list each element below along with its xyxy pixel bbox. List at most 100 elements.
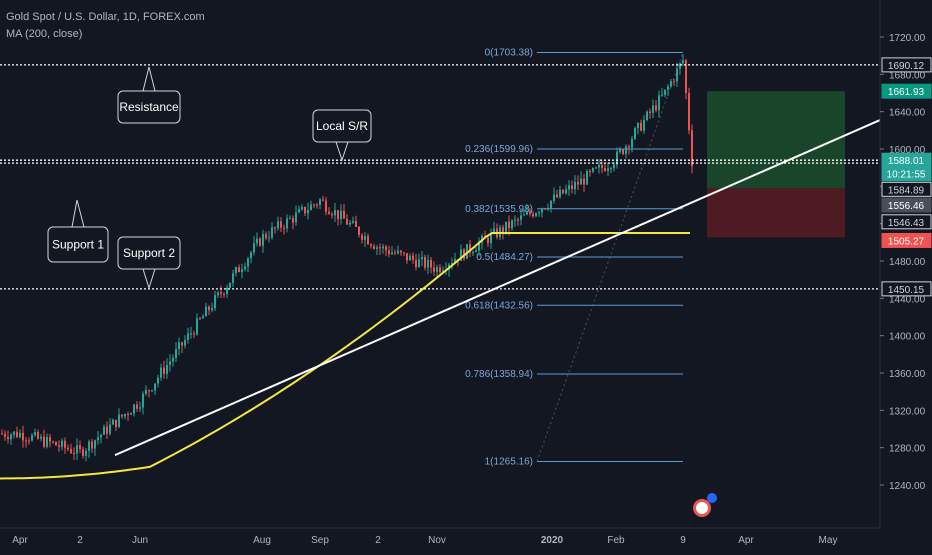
candle: [604, 162, 606, 173]
candle: [76, 438, 78, 460]
candle: [262, 229, 264, 253]
candle: [277, 216, 279, 231]
fib-level-label: 0.786(1358.94): [465, 369, 533, 380]
candle: [94, 439, 96, 456]
candle: [385, 244, 387, 257]
price-tick-label: 1280.00: [889, 444, 926, 455]
candle: [163, 360, 165, 379]
candle: [58, 440, 60, 452]
candle: [346, 214, 348, 226]
fib-level-label: 0.618(1432.56): [465, 300, 533, 311]
candle: [19, 429, 21, 439]
candle: [655, 100, 657, 113]
candle: [472, 250, 474, 257]
candle: [397, 245, 399, 255]
candle: [547, 203, 549, 212]
price-tick-label: 1320.00: [889, 406, 926, 417]
price-tick-label: 1720.00: [889, 33, 926, 44]
candle: [247, 256, 249, 273]
candle: [370, 243, 372, 249]
candle: [403, 251, 405, 257]
candle: [109, 418, 111, 436]
candle: [520, 209, 522, 226]
candle: [361, 233, 363, 244]
candle: [478, 237, 480, 256]
fibonacci-retracement: 0(1703.38) 0.236(1599.96) 0.382(1535.98) 0.…: [465, 48, 683, 468]
ma-200-line: [0, 232, 690, 480]
candle: [559, 185, 561, 199]
candle: [631, 135, 633, 153]
candle: [256, 232, 258, 247]
candle: [118, 408, 120, 429]
candle: [100, 433, 102, 444]
candle: [376, 245, 378, 255]
candle: [103, 424, 105, 435]
candle: [688, 87, 690, 135]
price-tag-label: 1588.01: [888, 156, 925, 167]
candle: [358, 226, 360, 238]
chart-title: Gold Spot / U.S. Dollar, 1D, FOREX.com: [6, 11, 205, 23]
fib-level-label: 0.236(1599.96): [465, 144, 533, 155]
time-axis: [0, 528, 932, 550]
candle: [259, 236, 261, 247]
candle: [388, 245, 390, 258]
candle: [619, 146, 621, 154]
candle: [142, 391, 144, 415]
candle: [685, 58, 687, 100]
candle: [382, 243, 384, 254]
candle: [538, 210, 540, 217]
candle: [148, 389, 150, 398]
candle: [658, 90, 660, 118]
candle: [415, 253, 417, 271]
candle: [274, 226, 276, 234]
candle: [13, 431, 15, 439]
candle: [661, 87, 663, 97]
candle: [514, 215, 516, 227]
candle: [250, 250, 252, 264]
time-tick-label: Apr: [738, 535, 754, 546]
price-tag-label: 1505.27: [888, 236, 925, 247]
candle: [25, 437, 27, 448]
candle: [610, 166, 612, 174]
candle: [166, 358, 168, 379]
time-tick-label: Feb: [607, 535, 625, 546]
candle: [205, 302, 207, 317]
candle: [214, 290, 216, 312]
candle: [202, 313, 204, 319]
candle: [430, 257, 432, 274]
candle: [130, 412, 132, 415]
candle: [577, 175, 579, 191]
candle: [181, 341, 183, 353]
candle: [379, 243, 381, 255]
candle: [679, 62, 681, 75]
candle: [634, 126, 636, 140]
price-tag-label: 1690.12: [888, 61, 925, 72]
candle: [640, 119, 642, 132]
price-tag: 1546.43: [881, 214, 932, 230]
candle: [622, 148, 624, 156]
candle: [433, 261, 435, 276]
indicator-label: MA (200, close): [6, 28, 83, 40]
support-trendline: [114, 119, 881, 457]
candle: [70, 443, 72, 454]
candle: [22, 425, 24, 448]
candle: [178, 337, 180, 356]
stop-zone: [707, 188, 845, 238]
candle: [532, 211, 534, 219]
candle: [139, 401, 141, 413]
candle: [469, 239, 471, 258]
candle: [16, 426, 18, 439]
price-tag: 1584.89: [881, 181, 932, 197]
candle: [67, 444, 69, 452]
candle: [145, 385, 147, 396]
price-tag: 10:21:55: [881, 166, 932, 182]
candle: [412, 252, 414, 264]
candle: [133, 403, 135, 417]
candle: [79, 440, 81, 454]
candle: [682, 54, 684, 67]
candle: [217, 290, 219, 298]
price-tick-label: 1680.00: [889, 70, 926, 81]
candle: [313, 203, 315, 209]
